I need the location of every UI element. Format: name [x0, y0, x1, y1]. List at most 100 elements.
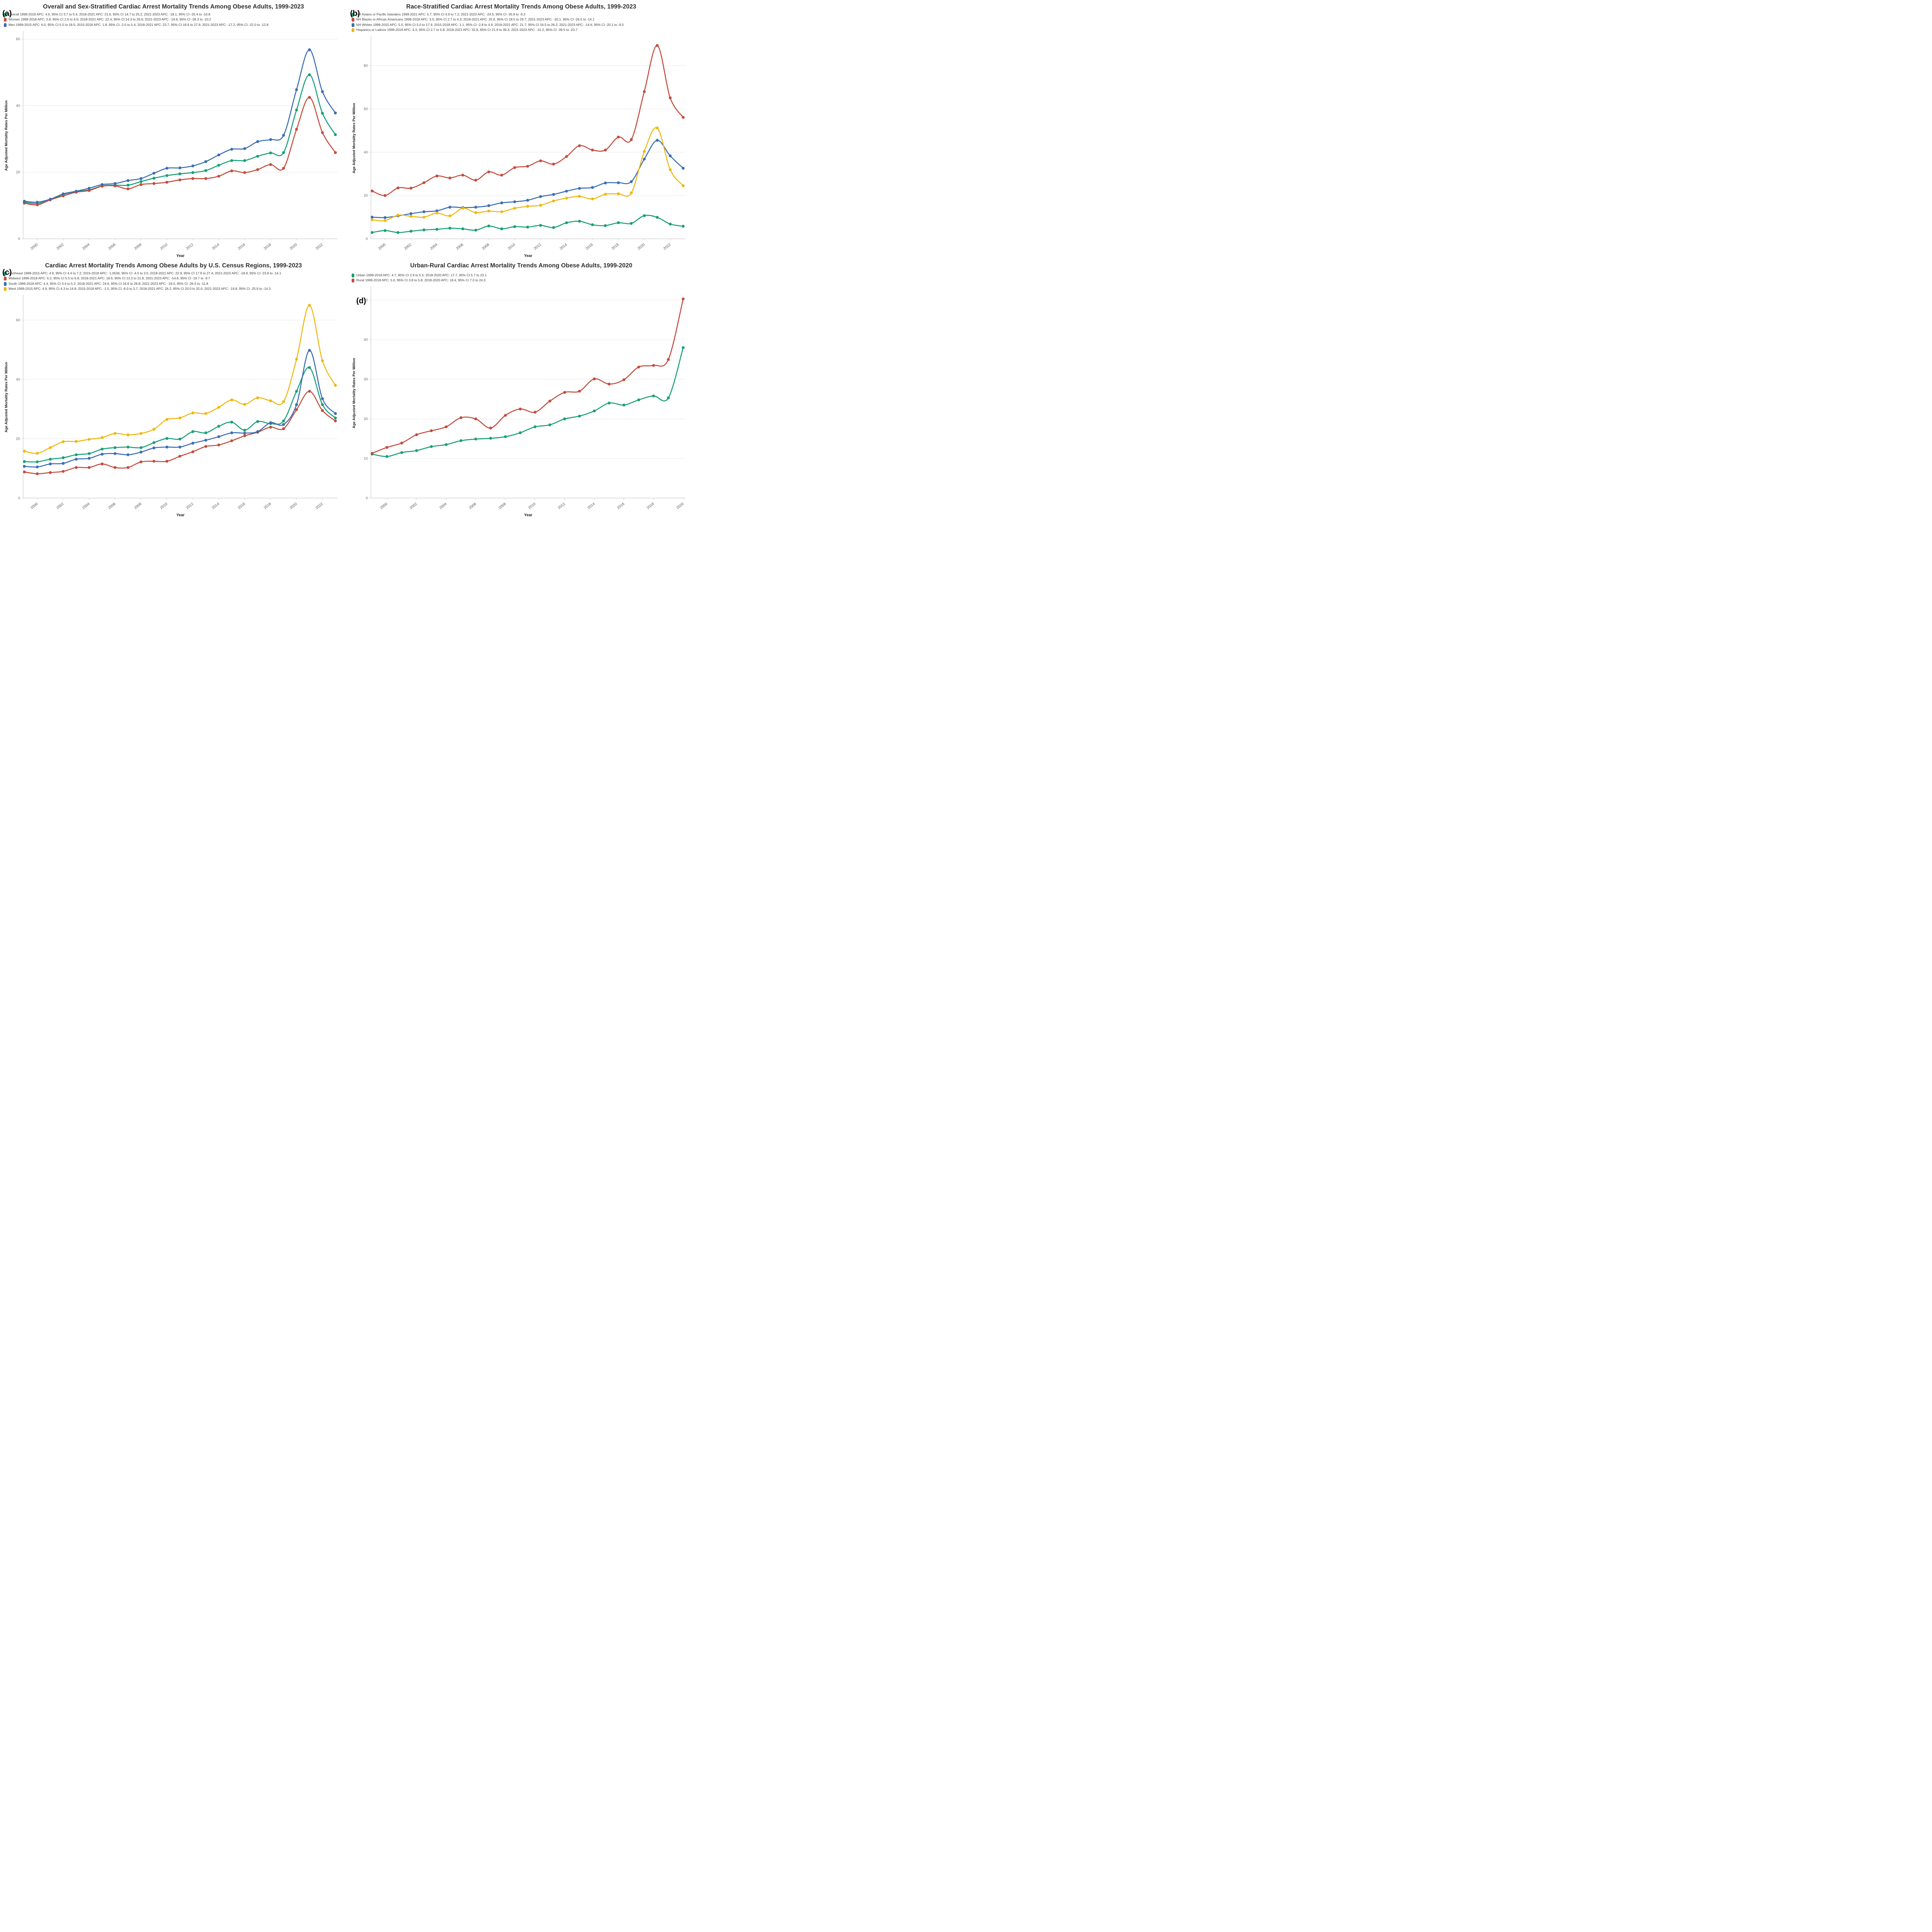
svg-text:2006: 2006	[107, 502, 116, 510]
figure-grid: (a) Overall and Sex-Stratified Cardiac A…	[0, 0, 696, 518]
legend-item: Midwest 1999-2018 APC: 6.2, 95% CI 5.5 t…	[4, 276, 344, 281]
svg-text:2002: 2002	[409, 502, 418, 510]
svg-text:2016: 2016	[616, 502, 625, 510]
svg-text:2008: 2008	[133, 502, 142, 510]
legend-swatch	[4, 12, 7, 17]
chart-svg: 0 10 20 30 40 50 2000 2002 2004 2006 2008 2010 2012 2…	[352, 286, 685, 517]
svg-text:2018: 2018	[263, 243, 272, 251]
legend-label: Overall 1999-2018 APC: 4.6, 95% CI 3.7 t…	[9, 12, 211, 16]
x-axis-label: Year	[524, 254, 532, 258]
svg-text:2016: 2016	[237, 502, 246, 510]
panel-letter-c: (c)	[2, 268, 12, 277]
svg-text:40: 40	[364, 338, 368, 342]
legend-label: NH Whites 1999-2015 APC: 5.5, 95% CI 5.0…	[356, 22, 624, 27]
svg-text:2004: 2004	[439, 502, 447, 510]
y-axis-label: Age Adjusted Mortality Rates Per Million	[352, 358, 356, 428]
x-axis-label: Year	[176, 254, 184, 258]
svg-text:60: 60	[364, 107, 368, 111]
chart-svg: 0 20 40 60 2000 2002 2004 2006 2008 2010 2012 2014 2…	[4, 31, 338, 258]
svg-text:2006: 2006	[107, 243, 116, 251]
svg-text:60: 60	[16, 318, 20, 323]
svg-text:2012: 2012	[557, 502, 566, 510]
svg-text:2016: 2016	[585, 243, 594, 251]
svg-text:2006: 2006	[455, 243, 464, 251]
y-axis-label: Age Adjusted Mortality Rates Per Million	[352, 103, 356, 173]
legend-item: Hispanics or Latinos 1999-2018 APC: 4.3,…	[352, 28, 692, 32]
chart-urban-rural: 0 10 20 30 40 50 2000 2002 2004 2006 2008 2010 2012 2…	[351, 284, 692, 518]
legend-label: Northeast 1999-2015 APC: 4.9, 95% CI 4.4…	[9, 271, 281, 275]
legend-label: NH Asians or Pacific Islanders 1999-2021…	[356, 12, 526, 16]
panel-letter-b: (b)	[350, 9, 360, 18]
svg-text:2018: 2018	[611, 243, 620, 251]
legend-label: NH Blacks or African Americans 1999-2018…	[356, 17, 595, 22]
svg-text:10: 10	[364, 456, 368, 461]
panel-urban-rural: (d) Urban-Rural Cardiac Arrest Mortality…	[348, 259, 696, 518]
legend-item: West 1999-2015 APC: 4.9, 95% CI 4.3 to 1…	[4, 287, 344, 291]
legend-item: NH Blacks or African Americans 1999-2018…	[352, 17, 692, 22]
svg-text:2012: 2012	[533, 243, 542, 251]
svg-text:80: 80	[364, 64, 368, 68]
panel-title-d: Urban-Rural Cardiac Arrest Mortality Tre…	[410, 262, 633, 269]
svg-text:2012: 2012	[185, 243, 194, 251]
svg-text:0: 0	[18, 496, 20, 500]
legend: Overall 1999-2018 APC: 4.6, 95% CI 3.7 t…	[4, 12, 344, 28]
legend-swatch	[4, 282, 7, 286]
legend-item: Overall 1999-2018 APC: 4.6, 95% CI 3.7 t…	[4, 12, 344, 17]
svg-text:2010: 2010	[527, 502, 536, 510]
svg-text:50: 50	[364, 298, 368, 302]
svg-text:2000: 2000	[30, 243, 39, 251]
svg-text:20: 20	[364, 194, 368, 198]
svg-text:2008: 2008	[498, 502, 507, 510]
legend-swatch	[4, 271, 7, 276]
svg-text:2012: 2012	[185, 502, 194, 510]
legend-label: Hispanics or Latinos 1999-2018 APC: 4.3,…	[356, 27, 578, 32]
panel-letter-a: (a)	[2, 9, 12, 18]
svg-text:20: 20	[16, 170, 20, 175]
svg-text:2022: 2022	[315, 502, 324, 510]
chart-overall-sex: 0 20 40 60 2000 2002 2004 2006 2008 2010 2012 2014 2…	[3, 29, 344, 259]
legend-item: South 1999-2018 APC: 4.4, 95% CI 3.4 to …	[4, 282, 344, 286]
svg-text:2018: 2018	[263, 502, 272, 510]
svg-text:2000: 2000	[30, 502, 39, 510]
svg-text:2018: 2018	[646, 502, 655, 510]
legend-item: NH Whites 1999-2015 APC: 5.5, 95% CI 5.0…	[352, 23, 692, 27]
svg-text:0: 0	[366, 237, 368, 241]
legend-swatch	[352, 18, 354, 22]
legend-label: West 1999-2015 APC: 4.9, 95% CI 4.3 to 1…	[9, 286, 271, 291]
legend-swatch	[4, 23, 7, 27]
svg-text:2002: 2002	[56, 502, 65, 510]
svg-text:2010: 2010	[159, 243, 168, 251]
x-axis-label: Year	[176, 513, 184, 517]
legend-label: Women 1999-2018 APC: 3.8, 95% CI 2.6 to …	[9, 17, 211, 22]
chart-race: 0 20 40 60 80 2000 2002 2004 2006 2008 2010 2012 201…	[351, 34, 692, 259]
legend-item: Rural 1999-2018 APC: 5.0, 95% CI 3.8 to …	[352, 278, 692, 283]
legend-swatch	[352, 12, 354, 17]
svg-text:2014: 2014	[211, 243, 220, 251]
svg-text:2020: 2020	[289, 502, 298, 510]
panel-overall-sex: (a) Overall and Sex-Stratified Cardiac A…	[0, 0, 348, 259]
svg-text:2008: 2008	[133, 243, 142, 251]
svg-text:2004: 2004	[82, 502, 90, 510]
svg-text:20: 20	[16, 437, 20, 441]
legend: Urban 1999-2018 APC: 4.7, 95% CI 2.9 to …	[352, 273, 692, 284]
legend-swatch	[352, 28, 354, 32]
svg-text:2006: 2006	[468, 502, 477, 510]
svg-text:30: 30	[364, 377, 368, 381]
svg-text:2000: 2000	[379, 502, 388, 510]
legend-swatch	[352, 273, 354, 277]
svg-text:2020: 2020	[289, 243, 298, 251]
legend: NH Asians or Pacific Islanders 1999-2021…	[352, 12, 692, 33]
legend-swatch	[4, 277, 7, 281]
svg-text:2002: 2002	[56, 243, 65, 251]
legend-item: Northeast 1999-2015 APC: 4.9, 95% CI 4.4…	[4, 271, 344, 276]
svg-text:2010: 2010	[159, 502, 168, 510]
y-axis-label: Age Adjusted Mortality Rates Per Million	[4, 362, 9, 432]
svg-text:0: 0	[366, 496, 368, 500]
svg-text:2022: 2022	[315, 243, 324, 251]
svg-text:2004: 2004	[429, 243, 438, 251]
chart-svg: 0 20 40 60 2000 2002 2004 2006 2008 2010 2012 2014 2…	[4, 295, 338, 517]
panel-title-a: Overall and Sex-Stratified Cardiac Arres…	[43, 3, 304, 10]
svg-text:2000: 2000	[378, 243, 386, 251]
panel-letter-d: (d)	[356, 297, 366, 305]
legend-label: Rural 1999-2018 APC: 5.0, 95% CI 3.8 to …	[356, 278, 486, 282]
